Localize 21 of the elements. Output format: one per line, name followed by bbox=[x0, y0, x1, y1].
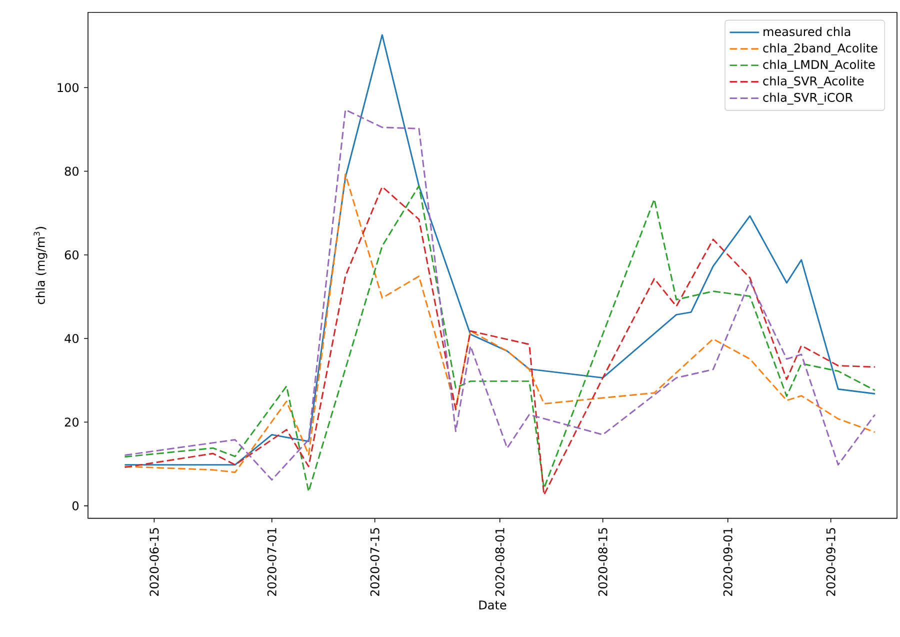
legend-label: chla_SVR_Acolite bbox=[763, 76, 864, 88]
x-tick-label: 2020-09-15 bbox=[826, 528, 836, 596]
x-tick-label: 2020-07-01 bbox=[267, 528, 276, 596]
legend-label: measured chla bbox=[764, 26, 850, 36]
x-tick-label: 2020-08-15 bbox=[598, 528, 608, 596]
y-tick-label: 20 bbox=[64, 418, 79, 427]
y-tick-label: 40 bbox=[64, 334, 79, 344]
x-axis-title: Date bbox=[479, 600, 506, 610]
y-axis-title: chla (mg/m$^{3}$) bbox=[34, 226, 48, 304]
y-tick-label: 100 bbox=[58, 83, 79, 92]
x-tick-label: 2020-07-15 bbox=[370, 528, 380, 596]
x-tick-label: 2020-09-01 bbox=[723, 528, 732, 596]
legend-label: chla_LMDN_Acolite bbox=[763, 60, 875, 72]
y-tick-label: 60 bbox=[64, 250, 79, 260]
y-tick-label: 80 bbox=[64, 166, 79, 176]
x-tick-label: 2020-06-15 bbox=[150, 528, 159, 596]
y-tick-label: 0 bbox=[72, 501, 79, 510]
legend-label: chla_SVR_iCOR bbox=[763, 92, 853, 105]
line-series bbox=[124, 109, 876, 481]
x-tick-label: 2020-08-01 bbox=[495, 528, 504, 596]
legend-label: chla_2band_Acolite bbox=[763, 43, 878, 56]
